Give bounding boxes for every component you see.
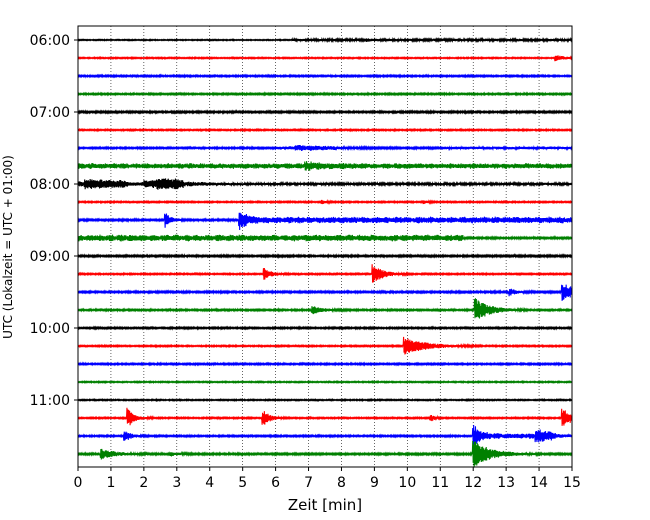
trace-row-0945 bbox=[77, 298, 573, 319]
trace-row-1100 bbox=[77, 397, 573, 403]
trace-row-0830 bbox=[77, 212, 573, 230]
trace-row-1145 bbox=[77, 440, 573, 468]
y-tick-label: 07:00 bbox=[30, 105, 70, 121]
x-tick-label: 11 bbox=[431, 475, 449, 491]
trace-row-1000 bbox=[77, 325, 573, 331]
trace-row-1015 bbox=[77, 336, 573, 355]
trace-row-0930 bbox=[77, 284, 573, 301]
y-tick-label: 08:00 bbox=[30, 177, 70, 193]
plot-frame bbox=[77, 25, 573, 468]
x-tick-label: 8 bbox=[337, 475, 346, 491]
trace-row-1130 bbox=[77, 425, 573, 448]
x-tick-label: 2 bbox=[139, 475, 148, 491]
trace-row-0815 bbox=[77, 198, 573, 205]
y-tick-label: 11:00 bbox=[30, 393, 70, 409]
x-tick-label: 9 bbox=[370, 475, 379, 491]
trace-rows bbox=[77, 36, 573, 468]
x-tick-label: 0 bbox=[74, 475, 83, 491]
x-tick-label: 15 bbox=[563, 475, 581, 491]
x-axis: 0 1 2 3 4 5 6 7 8 9 10 11 12 13 14 15 bbox=[74, 467, 581, 491]
trace-row-0915 bbox=[77, 264, 573, 283]
x-tick-label: 13 bbox=[497, 475, 515, 491]
trace-row-0700 bbox=[77, 109, 573, 116]
x-tick-label: 4 bbox=[205, 475, 214, 491]
trace-row-0900 bbox=[77, 252, 573, 260]
trace-row-0800 bbox=[77, 178, 573, 190]
y-axis: 06:00 07:00 08:00 09:00 10:00 11:00 bbox=[30, 33, 78, 409]
trace-row-0600 bbox=[77, 36, 573, 44]
x-tick-label: 5 bbox=[238, 475, 247, 491]
y-tick-label: 06:00 bbox=[30, 33, 70, 49]
y-axis-label: UTC (Lokalzeit = UTC + 01:00) bbox=[1, 155, 15, 339]
x-tick-label: 10 bbox=[398, 475, 416, 491]
x-tick-label: 3 bbox=[172, 475, 181, 491]
x-tick-label: 14 bbox=[530, 475, 548, 491]
y-tick-label: 10:00 bbox=[30, 321, 70, 337]
trace-row-0630 bbox=[77, 73, 573, 79]
x-axis-label: Zeit [min] bbox=[288, 496, 362, 514]
trace-row-0715 bbox=[77, 127, 573, 133]
trace-row-1115 bbox=[77, 407, 573, 426]
trace-row-0615 bbox=[77, 55, 573, 62]
x-tick-label: 7 bbox=[304, 475, 313, 491]
x-tick-label: 1 bbox=[106, 475, 115, 491]
trace-row-1030 bbox=[77, 361, 573, 367]
trace-row-1045 bbox=[77, 379, 573, 385]
trace-row-0745 bbox=[77, 161, 573, 171]
trace-row-0845 bbox=[77, 234, 573, 242]
x-tick-label: 12 bbox=[464, 475, 482, 491]
y-tick-label: 09:00 bbox=[30, 249, 70, 265]
trace-row-0645 bbox=[77, 91, 573, 97]
x-tick-label: 6 bbox=[271, 475, 280, 491]
trace-row-0730 bbox=[77, 144, 573, 152]
